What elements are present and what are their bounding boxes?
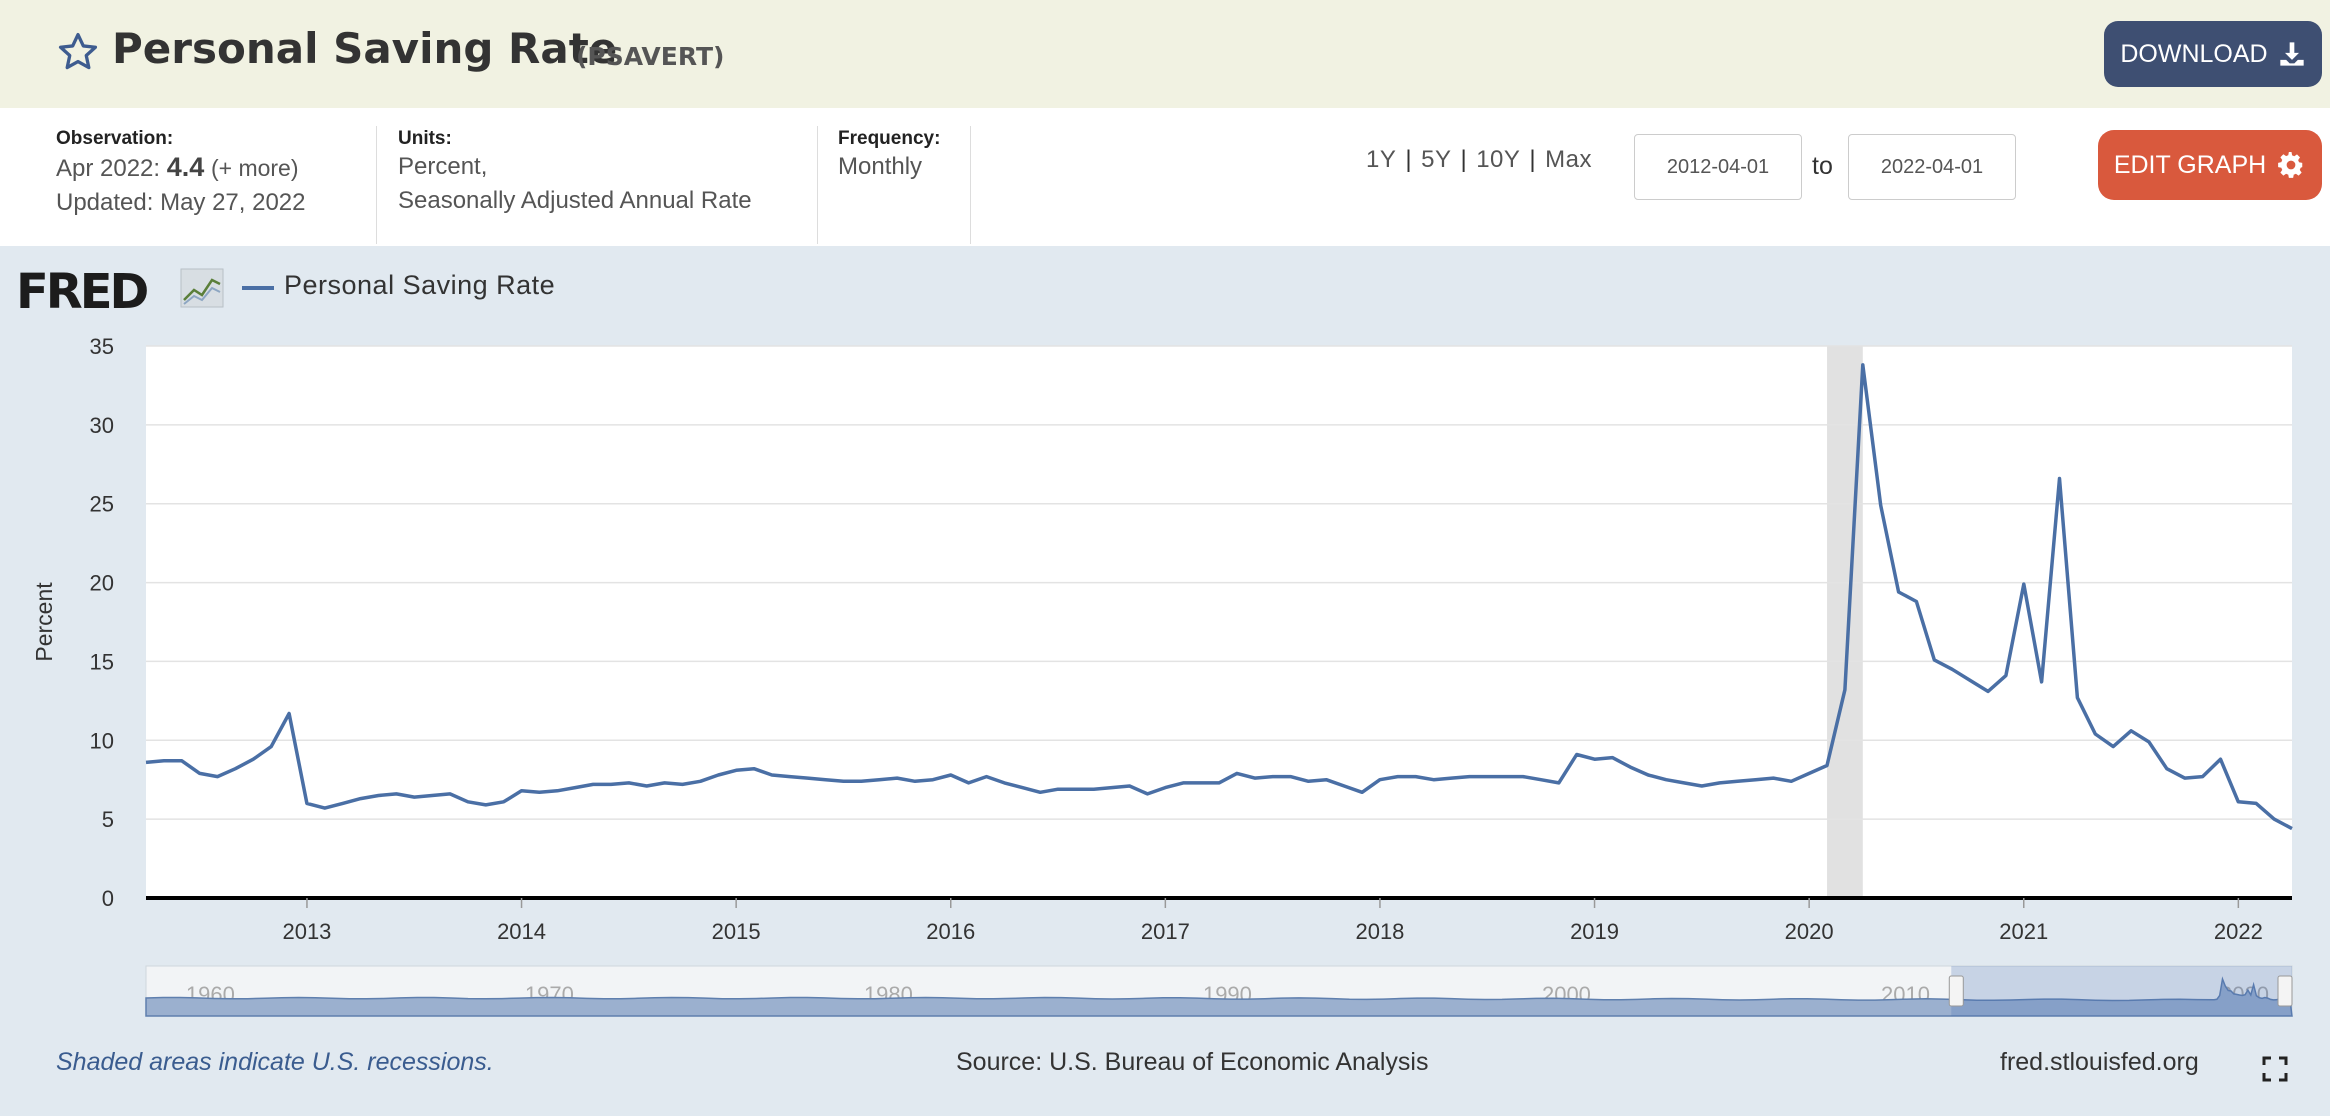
x-tick-label: 2016: [926, 919, 975, 944]
range-selector: 1Y | 5Y | 10Y | Max: [1366, 146, 1592, 173]
gear-icon: [2278, 152, 2303, 178]
plot-background: [146, 346, 2292, 898]
chart-area: FRED Personal Saving Rate 0 5 10 15 20 25 30 35…: [0, 246, 2330, 1116]
range-10y[interactable]: 10Y: [1476, 146, 1521, 173]
edit-graph-label: EDIT GRAPH: [2113, 150, 2267, 179]
x-tick-label: 2014: [497, 919, 546, 944]
site-url[interactable]: fred.stlouisfed.org: [2000, 1048, 2199, 1076]
y-tick-label: 5: [102, 807, 114, 832]
navigator-handle: [2277, 975, 2293, 1007]
navigator-handle: [1948, 975, 1964, 1007]
legend-swatch: [242, 286, 274, 290]
series-metadata: Observation: Apr 2022: 4.4 (+ more) Upda…: [0, 108, 2330, 246]
star-icon[interactable]: [56, 30, 100, 74]
units-line2: Seasonally Adjusted Annual Rate: [398, 187, 752, 214]
series-header: Personal Saving Rate (PSAVERT) DOWNLOAD: [0, 0, 2330, 108]
x-tick-label: 2019: [1570, 919, 1619, 944]
start-date-input[interactable]: 2012-04-01: [1634, 134, 1802, 200]
edit-graph-button[interactable]: EDIT GRAPH: [2098, 130, 2322, 200]
x-tick-label: 2021: [1999, 919, 2048, 944]
x-tick-label: 2013: [282, 919, 331, 944]
y-tick-label: 35: [90, 334, 114, 359]
x-tick-label: 2015: [712, 919, 761, 944]
line-chart: 0 5 10 15 20 25 30 35 2013 2014 2015 2016 2017 2018 20…: [31, 334, 2293, 1017]
series-line: [145, 363, 2293, 831]
units-label: Units:: [398, 128, 452, 149]
frequency-label: Frequency:: [838, 128, 941, 149]
y-tick-label: 30: [90, 413, 114, 438]
recession-note: Shaded areas indicate U.S. recessions.: [56, 1048, 494, 1076]
fred-logo[interactable]: FRED: [16, 264, 149, 320]
x-tick-label: 2018: [1355, 919, 1404, 944]
observation-label: Observation:: [56, 128, 174, 149]
updated-date: Updated: May 27, 2022: [56, 189, 306, 216]
download-icon: [2279, 42, 2304, 66]
y-tick-label: 25: [90, 492, 114, 517]
y-tick-label: 10: [90, 728, 114, 753]
observation-date: Apr 2022:: [56, 155, 161, 182]
y-tick-label: 15: [90, 649, 114, 674]
units-line1: Percent,: [398, 153, 488, 180]
to-label: to: [1812, 152, 1833, 180]
recession-band: [1827, 346, 1863, 898]
end-date-input[interactable]: 2022-04-01: [1848, 134, 2016, 200]
source-text: Source: U.S. Bureau of Economic Analysis: [956, 1048, 1429, 1076]
units-block: Units: Percent, Seasonally Adjusted Annu…: [398, 128, 752, 218]
fullscreen-icon[interactable]: [2262, 1056, 2288, 1082]
y-axis-label: Percent: [31, 582, 57, 662]
divider: [970, 126, 971, 244]
divider: [376, 126, 377, 244]
navigator-selection: [1951, 966, 2292, 1016]
download-button[interactable]: DOWNLOAD: [2104, 21, 2322, 87]
frequency-block: Frequency: Monthly: [838, 128, 940, 184]
y-tick-label: 0: [102, 886, 114, 911]
page-title: Personal Saving Rate: [112, 24, 618, 73]
range-max[interactable]: Max: [1545, 146, 1592, 173]
observation-value: 4.4: [166, 152, 205, 182]
x-tick-label: 2022: [2214, 919, 2263, 944]
navigator-series: [145, 976, 2293, 1017]
observation-more-link[interactable]: (+ more): [210, 155, 299, 181]
y-tick-label: 20: [90, 571, 114, 596]
legend-series-name: Personal Saving Rate: [284, 270, 556, 300]
x-tick-label: 2020: [1785, 919, 1834, 944]
x-tick-label: 2017: [1141, 919, 1190, 944]
series-id: (PSAVERT): [576, 42, 725, 71]
download-label: DOWNLOAD: [2120, 39, 2268, 68]
frequency-value: Monthly: [838, 153, 923, 180]
observation-line: Apr 2022: 4.4 (+ more): [56, 150, 306, 186]
range-1y[interactable]: 1Y: [1366, 146, 1397, 173]
divider: [817, 126, 818, 244]
fred-chart-icon: [180, 268, 224, 308]
range-5y[interactable]: 5Y: [1421, 146, 1452, 173]
observation-block: Observation: Apr 2022: 4.4 (+ more) Upda…: [56, 128, 306, 220]
